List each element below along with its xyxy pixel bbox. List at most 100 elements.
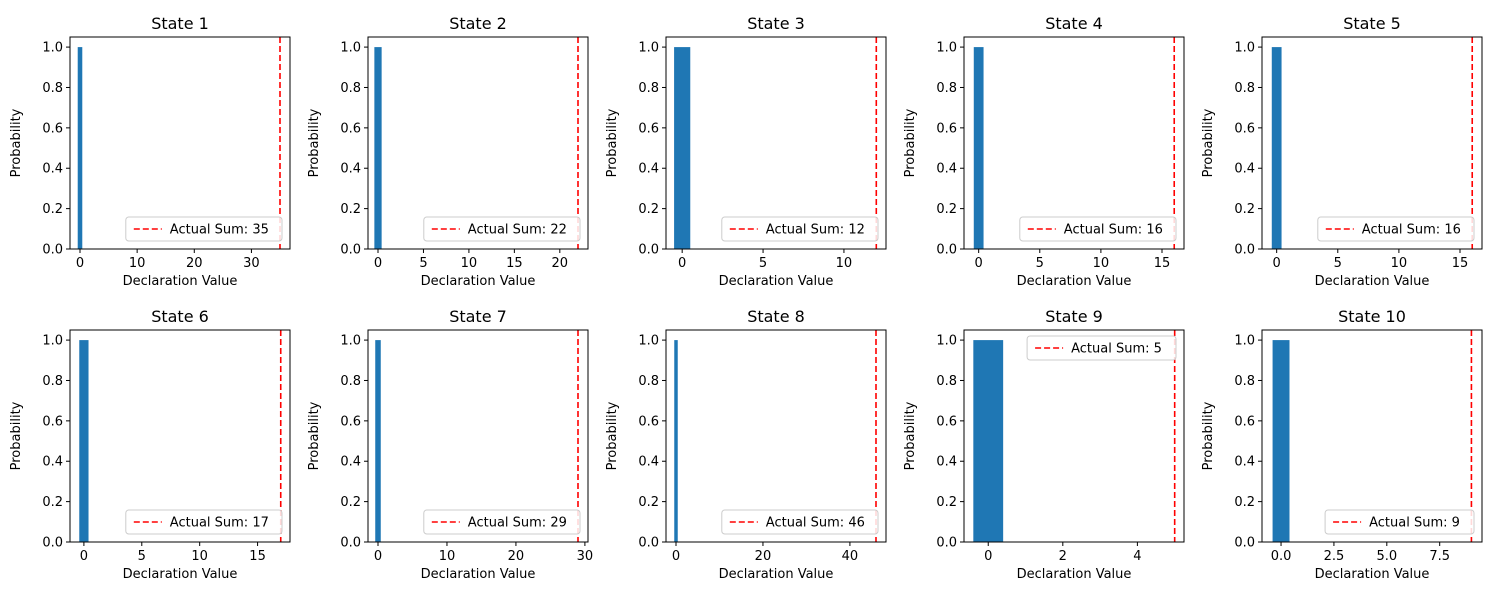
legend: Actual Sum: 16 <box>1019 216 1177 242</box>
legend-label: Actual Sum: 16 <box>1064 223 1163 238</box>
y-tick-label: 0.6 <box>340 121 361 136</box>
bar <box>375 340 381 542</box>
legend: Actual Sum: 35 <box>125 216 283 242</box>
x-tick-label: 0 <box>672 549 680 564</box>
x-tick-label: 5 <box>1036 256 1044 271</box>
legend-label: Actual Sum: 9 <box>1369 516 1460 531</box>
legend-label: Actual Sum: 12 <box>766 223 865 238</box>
y-tick-label: 0.6 <box>42 121 63 136</box>
y-tick-label: 1.0 <box>638 334 659 349</box>
x-tick-label: 4 <box>1133 549 1141 564</box>
bar <box>674 47 691 249</box>
y-tick-label: 0.4 <box>936 455 957 470</box>
axes-frame <box>69 36 291 250</box>
subplot-title: State 2 <box>449 14 507 33</box>
x-tick-label: 5 <box>1334 256 1342 271</box>
x-tick-label: 15 <box>506 256 523 271</box>
y-tick-label: 0.6 <box>42 414 63 429</box>
legend-box <box>125 216 283 242</box>
y-tick-label: 0.2 <box>936 202 957 217</box>
axes-frame <box>963 36 1185 250</box>
x-tick-label: 5 <box>759 256 767 271</box>
x-tick-label: 10 <box>1093 256 1110 271</box>
subplot-title: State 8 <box>747 307 805 326</box>
x-tick-label: 10 <box>1391 256 1408 271</box>
x-axis-label: Declaration Value <box>123 567 238 582</box>
y-tick-label: 0.4 <box>936 162 957 177</box>
y-tick-label: 0.8 <box>1234 81 1255 96</box>
y-axis-label: Probability <box>1201 108 1216 177</box>
x-tick-label: 7.5 <box>1429 549 1450 564</box>
y-tick-label: 0.2 <box>340 202 361 217</box>
y-tick-label: 1.0 <box>42 41 63 56</box>
x-axis-label: Declaration Value <box>421 274 536 289</box>
x-tick-label: 20 <box>186 256 203 271</box>
y-tick-label: 0.0 <box>1234 536 1255 551</box>
x-axis-label: Declaration Value <box>421 567 536 582</box>
subplot-state-8: 0.0 0.2 0.4 0.6 0.8 1.0 0 20 40 State 8 Declaratio… <box>605 307 887 582</box>
axes-frame <box>69 329 291 543</box>
x-axis-label: Declaration Value <box>1017 567 1132 582</box>
bar <box>1271 47 1282 249</box>
y-tick-label: 0.0 <box>936 536 957 551</box>
subplot-state-10: 0.0 0.2 0.4 0.6 0.8 1.0 0.0 2.5 5.0 7.5 State 10 De… <box>1201 307 1483 582</box>
legend-box <box>125 509 283 535</box>
subplot-state-1: 0.0 0.2 0.4 0.6 0.8 1.0 0 10 20 30 State 1 Declarat… <box>9 14 291 289</box>
legend-box <box>423 216 581 242</box>
x-tick-label: 15 <box>1452 256 1469 271</box>
legend: Actual Sum: 5 <box>1026 335 1177 361</box>
y-tick-label: 1.0 <box>1234 334 1255 349</box>
x-tick-label: 20 <box>508 549 525 564</box>
x-tick-label: 40 <box>842 549 859 564</box>
y-tick-label: 0.6 <box>340 414 361 429</box>
subplot-state-5: 0.0 0.2 0.4 0.6 0.8 1.0 0 5 10 15 State 5 Declarati… <box>1201 14 1483 289</box>
y-tick-label: 0.4 <box>1234 162 1255 177</box>
y-tick-label: 0.4 <box>638 162 659 177</box>
axes-frame <box>367 36 589 250</box>
y-axis-label: Probability <box>9 401 24 470</box>
y-tick-label: 0.6 <box>936 121 957 136</box>
x-tick-label: 5 <box>419 256 427 271</box>
legend-label: Actual Sum: 29 <box>468 516 567 531</box>
x-axis-label: Declaration Value <box>1017 274 1132 289</box>
axes-frame <box>1261 329 1483 543</box>
x-tick-label: 0 <box>678 256 686 271</box>
x-tick-label: 10 <box>129 256 146 271</box>
subplot-title: State 5 <box>1343 14 1401 33</box>
y-tick-label: 0.2 <box>1234 495 1255 510</box>
legend: Actual Sum: 46 <box>721 509 879 535</box>
x-tick-label: 5 <box>138 549 146 564</box>
y-tick-label: 0.0 <box>340 536 361 551</box>
y-tick-label: 0.8 <box>1234 374 1255 389</box>
x-axis-label: Declaration Value <box>1315 274 1430 289</box>
subplot-state-9: 0.0 0.2 0.4 0.6 0.8 1.0 0 2 4 State 9 Declaration … <box>903 307 1185 582</box>
x-tick-label: 10 <box>836 256 853 271</box>
axes-frame <box>665 36 887 250</box>
subplot-title: State 9 <box>1045 307 1103 326</box>
y-tick-label: 1.0 <box>340 41 361 56</box>
axes-frame <box>665 329 887 543</box>
x-tick-label: 15 <box>249 549 266 564</box>
legend-box <box>1317 216 1475 242</box>
y-tick-label: 1.0 <box>1234 41 1255 56</box>
subplot-title: State 1 <box>151 14 209 33</box>
legend: Actual Sum: 22 <box>423 216 581 242</box>
x-tick-label: 0 <box>374 549 382 564</box>
x-tick-label: 0 <box>374 256 382 271</box>
x-tick-label: 30 <box>577 549 594 564</box>
y-tick-label: 0.2 <box>42 495 63 510</box>
x-tick-label: 30 <box>243 256 260 271</box>
legend: Actual Sum: 16 <box>1317 216 1475 242</box>
bar <box>1272 340 1290 542</box>
x-tick-label: 0 <box>975 256 983 271</box>
legend-label: Actual Sum: 22 <box>468 223 567 238</box>
y-axis-label: Probability <box>605 401 620 470</box>
bar <box>77 47 83 249</box>
legend-box <box>1026 335 1177 361</box>
y-tick-label: 0.8 <box>340 374 361 389</box>
x-tick-label: 0 <box>80 549 88 564</box>
y-tick-label: 0.8 <box>638 374 659 389</box>
y-axis-label: Probability <box>307 401 322 470</box>
legend-box <box>721 509 879 535</box>
